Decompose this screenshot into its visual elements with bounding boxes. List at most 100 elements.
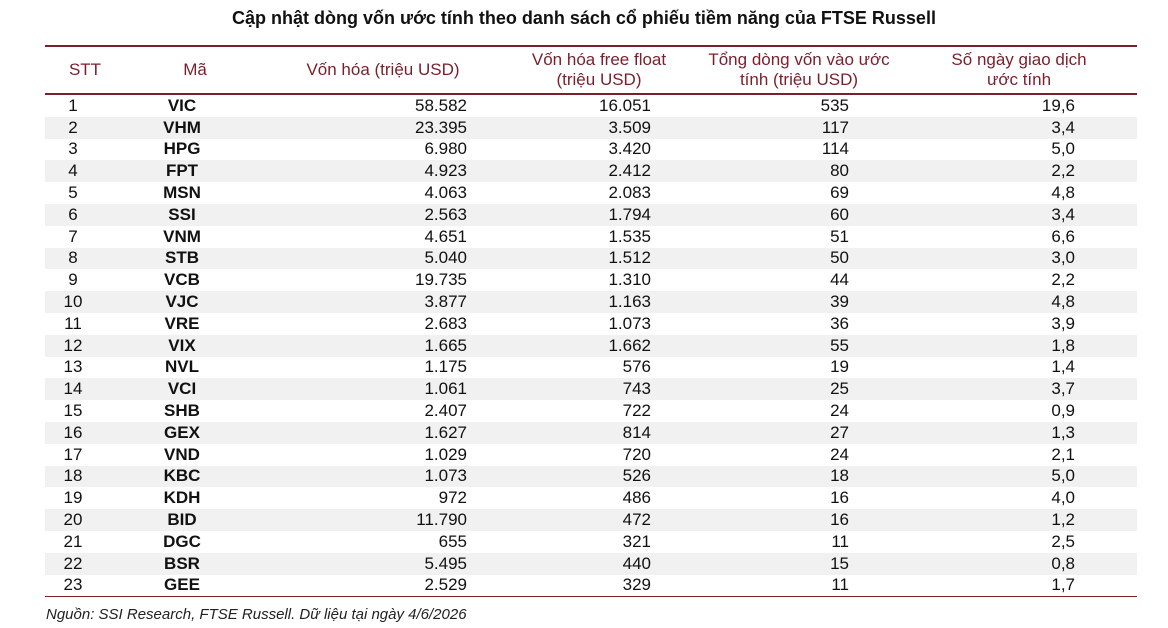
source-note: Nguồn: SSI Research, FTSE Russell. Dữ li…: [46, 606, 467, 623]
cell-stt: 17: [63, 444, 83, 464]
cell-stt: 14: [63, 379, 83, 399]
cell-inflow: 18: [830, 466, 849, 486]
table-row: 13 NVL 1.175 576 19 1,4: [45, 357, 1137, 379]
cell-inflow: 27: [830, 422, 849, 442]
cell-inflow: 44: [830, 270, 849, 290]
header-days-line2: ước tính: [986, 70, 1052, 89]
table-row: 1 VIC 58.582 16.051 535 19,6: [45, 94, 1137, 117]
table-row: 5 MSN 4.063 2.083 69 4,8: [45, 182, 1137, 204]
cell-stt: 16: [63, 422, 83, 442]
cell-free-float: 1.535: [608, 226, 651, 246]
cell-ticker: DGC: [163, 531, 201, 551]
cell-free-float: 814: [622, 422, 651, 442]
cell-ticker: VNM: [163, 226, 201, 246]
cell-market-cap: 5.495: [424, 553, 467, 573]
cell-trading-days: 2,2: [1051, 270, 1075, 290]
cell-free-float: 720: [622, 444, 651, 464]
cell-free-float: 1.794: [608, 204, 651, 224]
cell-free-float: 472: [622, 510, 651, 530]
cell-free-float: 440: [622, 553, 651, 573]
cell-trading-days: 2,2: [1051, 161, 1075, 181]
cell-ticker: VCI: [167, 379, 197, 399]
table-row: 11 VRE 2.683 1.073 36 3,9: [45, 313, 1137, 335]
cell-market-cap: 2.683: [424, 313, 467, 333]
cell-stt: 23: [63, 575, 83, 595]
table-row: 7 VNM 4.651 1.535 51 6,6: [45, 226, 1137, 248]
cell-stt: 20: [63, 510, 83, 530]
table-row: 19 KDH 972 486 16 4,0: [45, 487, 1137, 509]
cell-market-cap: 2.529: [424, 575, 467, 595]
header-freefloat: Vốn hóa free float (triệu USD): [501, 46, 697, 94]
cell-inflow: 36: [830, 313, 849, 333]
cell-stt: 10: [63, 292, 83, 312]
cell-free-float: 486: [622, 488, 651, 508]
cell-market-cap: 655: [438, 531, 467, 551]
cell-market-cap: 1.073: [424, 466, 467, 486]
cell-free-float: 2.412: [608, 161, 651, 181]
table-row: 6 SSI 2.563 1.794 60 3,4: [45, 203, 1137, 226]
cell-free-float: 722: [622, 401, 651, 421]
cell-free-float: 329: [622, 575, 651, 595]
cell-free-float: 321: [622, 531, 651, 551]
cell-trading-days: 3,4: [1051, 204, 1075, 224]
table-row: 9 VCB 19.735 1.310 44 2,2: [45, 269, 1137, 291]
cell-inflow: 11: [831, 575, 849, 595]
cell-market-cap: 58.582: [415, 95, 467, 115]
cell-trading-days: 1,3: [1051, 422, 1075, 442]
cell-inflow: 69: [830, 183, 849, 203]
header-ma: Mã: [183, 60, 207, 79]
cell-ticker: BSR: [164, 553, 200, 573]
cell-ticker: VND: [164, 444, 200, 464]
cell-market-cap: 1.627: [424, 422, 467, 442]
cell-stt: 5: [68, 183, 78, 203]
cell-inflow: 24: [830, 401, 849, 421]
header-days: Số ngày giao dịch ước tính: [901, 46, 1137, 94]
cell-trading-days: 19,6: [1041, 95, 1075, 115]
table-header-row: STT Mã Vốn hóa (triệu USD) Vốn hóa free …: [45, 46, 1137, 94]
cell-market-cap: 5.040: [424, 248, 467, 268]
cell-trading-days: 3,4: [1051, 117, 1075, 137]
cell-trading-days: 4,8: [1051, 183, 1075, 203]
cell-free-float: 526: [622, 466, 651, 486]
table-body: 1 VIC 58.582 16.051 535 19,6 2 VHM 23.395 3.509 11…: [45, 94, 1137, 597]
table-row: 17 VND 1.029 720 24 2,1: [45, 444, 1137, 466]
cell-ticker: KDH: [163, 488, 201, 508]
cell-free-float: 1.163: [608, 292, 651, 312]
cell-trading-days: 3,7: [1051, 379, 1075, 399]
cell-market-cap: 1.175: [424, 357, 467, 377]
header-flow-line2: tính (triệu USD): [739, 70, 859, 89]
cell-stt: 15: [63, 401, 83, 421]
cell-ticker: GEX: [164, 422, 200, 442]
cell-inflow: 55: [830, 335, 849, 355]
cell-trading-days: 5,0: [1051, 466, 1075, 486]
table-row: 21 DGC 655 321 11 2,5: [45, 531, 1137, 553]
header-freefloat-line1: Vốn hóa free float: [531, 50, 667, 69]
cell-market-cap: 1.029: [424, 444, 467, 464]
header-freefloat-line2: (triệu USD): [556, 70, 642, 89]
header-days-line1: Số ngày giao dịch: [951, 50, 1087, 69]
cell-ticker: VIC: [167, 95, 197, 115]
cell-stt: 19: [63, 488, 83, 508]
header-flow: Tổng dòng vốn vào ước tính (triệu USD): [697, 46, 901, 94]
cell-ticker: MSN: [163, 183, 201, 203]
cell-market-cap: 6.980: [424, 139, 467, 159]
cell-stt: 11: [64, 313, 82, 333]
cell-market-cap: 3.877: [424, 292, 467, 312]
ftse-flow-table: STT Mã Vốn hóa (triệu USD) Vốn hóa free …: [45, 45, 1137, 597]
cell-market-cap: 2.563: [424, 204, 467, 224]
table-row: 22 BSR 5.495 440 15 0,8: [45, 552, 1137, 575]
cell-trading-days: 1,4: [1051, 357, 1075, 377]
cell-market-cap: 972: [438, 488, 467, 508]
cell-trading-days: 0,8: [1051, 553, 1075, 573]
table-row: 2 VHM 23.395 3.509 117 3,4: [45, 116, 1137, 139]
cell-free-float: 1.512: [608, 248, 651, 268]
cell-free-float: 743: [622, 379, 651, 399]
cell-market-cap: 1.061: [424, 379, 467, 399]
cell-ticker: SHB: [164, 401, 200, 421]
table-row: 23 GEE 2.529 329 11 1,7: [45, 575, 1137, 597]
cell-free-float: 16.051: [599, 95, 651, 115]
cell-stt: 13: [63, 357, 83, 377]
cell-stt: 6: [68, 204, 78, 224]
table-row: 8 STB 5.040 1.512 50 3,0: [45, 247, 1137, 270]
cell-trading-days: 0,9: [1051, 401, 1075, 421]
